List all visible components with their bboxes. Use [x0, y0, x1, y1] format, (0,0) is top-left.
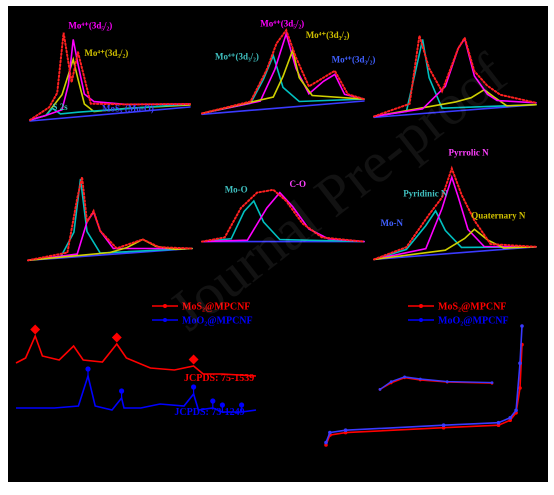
bet-isotherm-point-1-1 — [328, 430, 332, 435]
bet-isotherm-point-1-0 — [324, 440, 328, 445]
xps-curve-n1s-3 — [373, 228, 537, 261]
xps-curve-s2p-0 — [201, 100, 365, 116]
bet-isotherm-point-1-7 — [518, 361, 522, 366]
xps-curve-mo3d-0 — [29, 106, 191, 122]
bet-isotherm-point-0-3 — [441, 425, 446, 430]
xrd-peak-marker-mos2-2 — [188, 354, 199, 365]
xps-curve-mo3d-3 — [29, 39, 191, 121]
xps-label-n1s-3: Quaternary N — [471, 210, 526, 220]
xps-label-s2p-0: Mo⁴⁺(3d₅/₂) — [260, 19, 304, 29]
bet-inset-point-1-1 — [389, 380, 393, 383]
xps-label-mo3d-2: Mo⁴⁺(3d₃/₂) — [84, 48, 128, 58]
xps-curve-mo3d-4 — [29, 32, 191, 121]
xps-label-n1s-1: Pyridinic N — [403, 189, 448, 199]
bet-inset-curve-1 — [379, 376, 493, 390]
xrd-peak-marker-moo2-3 — [210, 398, 216, 404]
bet-legend-marker-1 — [419, 318, 423, 322]
xps-curve-n1s-0 — [373, 246, 537, 261]
bet-panel: MoS₂@MPCNF MoO₂@MPCNF — [324, 302, 524, 447]
bet-isotherm-point-0-4 — [496, 423, 501, 428]
bet-isotherm-point-1-6 — [514, 408, 518, 413]
xrd-annotation-0: JCPDS: 75-1539 — [184, 373, 254, 384]
xrd-peak-marker-moo2-4 — [219, 402, 225, 408]
xps-label-mo3d-3: MoSₓ (Mo-O) — [102, 103, 154, 113]
xps-panel-c1s — [27, 176, 193, 262]
bet-isotherm-point-1-5 — [508, 416, 512, 420]
bet-isotherm-point-1-4 — [496, 420, 501, 425]
xrd-legend-marker-0 — [163, 304, 167, 308]
xrd-peak-marker-moo2-1 — [119, 388, 125, 394]
xps-label-s2p-1: Mo⁴⁺(3d₃/₂) — [306, 30, 350, 40]
bet-legend-label-0: MoS₂@MPCNF — [438, 302, 506, 313]
bet-inset-point-1-4 — [445, 380, 449, 383]
xps-label-n1s-2: Pyrrolic N — [449, 147, 490, 157]
xps-panel-n1s: Mo-N Pyridinic N Pyrrolic N Quaternary N — [373, 147, 537, 261]
bet-inset-point-1-3 — [418, 377, 422, 381]
xps-label-o1s-1: C-O — [290, 179, 307, 189]
xps-label-s2p-2: Mo⁴⁺(3d₃/₂) — [215, 52, 259, 62]
xrd-peak-marker-moo2-0 — [85, 366, 91, 372]
xps-panel-mo3d: S 2s Mo⁴⁺(3d₅/₂) Mo⁴⁺(3d₃/₂) MoSₓ (Mo-O) — [29, 21, 191, 122]
xps-curve-o1s-3 — [201, 188, 365, 243]
xps-panel-o1s: Mo-O C-O — [201, 179, 365, 243]
xps-curve-s2p-4 — [201, 28, 365, 115]
xps-label-o1s-0: Mo-O — [225, 185, 248, 195]
xps-label-mo3d-0: S 2s — [52, 102, 68, 112]
xrd-peak-marker-moo2-2 — [191, 384, 197, 390]
xrd-series-1 — [16, 373, 257, 413]
bet-inset-point-1-0 — [378, 388, 382, 391]
bet-legend-label-1: MoO₂@MPCNF — [438, 316, 509, 327]
xps-curve-n1s-2 — [373, 174, 537, 261]
bet-isotherm-point-1-3 — [441, 423, 446, 428]
xps-label-mo3d-1: Mo⁴⁺(3d₅/₂) — [68, 21, 112, 31]
xps-panel-s2p-b — [373, 35, 537, 119]
bet-isotherm-point-0-7 — [518, 386, 522, 390]
xrd-legend-label-1: MoO₂@MPCNF — [182, 316, 253, 327]
bet-legend-marker-0 — [419, 304, 423, 308]
xps-curve-s2p-b-0 — [373, 103, 537, 119]
xps-label-s2p-3: Mo⁴⁺(3d₃/₂) — [332, 55, 376, 65]
xrd-peak-marker-moo2-5 — [239, 402, 245, 408]
xps-curve-s2p-b-4 — [373, 35, 537, 118]
xrd-annotation-1: JCPDS: 73-1249 — [174, 407, 244, 418]
xps-curve-n1s-1 — [373, 209, 537, 261]
bet-isotherm-point-1-8 — [520, 324, 524, 328]
xps-curve-c1s-4 — [27, 176, 193, 262]
xps-curve-o1s-1 — [201, 199, 365, 243]
xrd-series-0 — [15, 333, 257, 377]
xps-label-n1s-0: Mo-N — [381, 218, 404, 228]
bet-isotherm-point-1-2 — [343, 428, 348, 433]
xps-curve-n1s-4 — [373, 165, 537, 261]
bet-inset-point-1-2 — [403, 375, 406, 379]
bet-inset-point-1-5 — [490, 381, 494, 384]
xrd-legend-label-0: MoS₂@MPCNF — [182, 302, 250, 313]
xps-panel-s2p: Mo⁴⁺(3d₅/₂)Mo⁴⁺(3d₃/₂)Mo⁴⁺(3d₃/₂) Mo⁴⁺(3d… — [201, 19, 376, 116]
xrd-legend-marker-1 — [163, 318, 167, 322]
